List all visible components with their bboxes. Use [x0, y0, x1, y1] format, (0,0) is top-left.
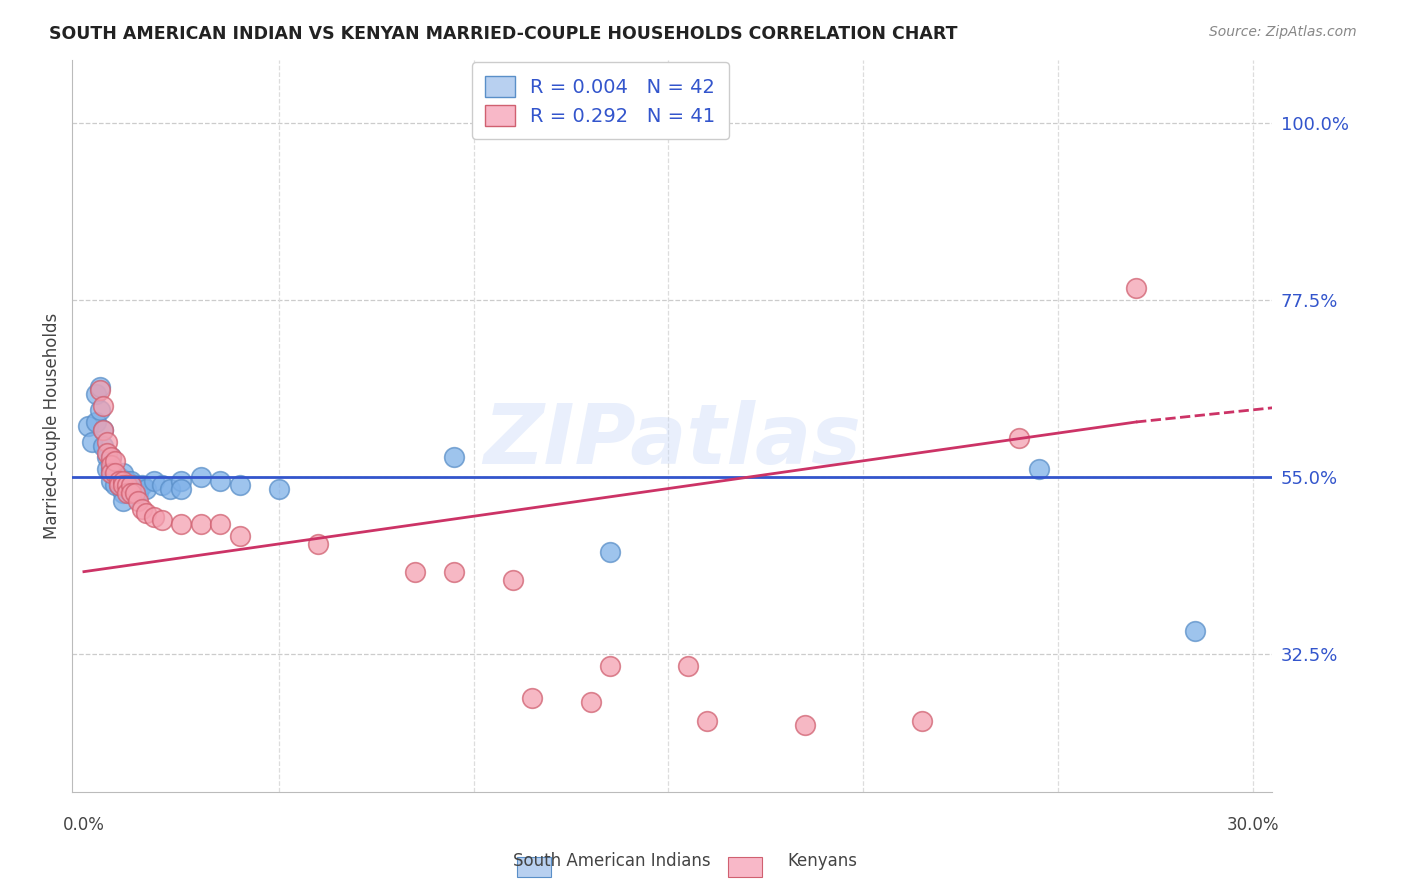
Point	[100, 450, 122, 465]
Point	[89, 379, 111, 393]
Point	[76, 418, 98, 433]
Point	[579, 695, 602, 709]
Point	[111, 493, 134, 508]
Point	[96, 434, 118, 449]
Point	[696, 714, 718, 729]
Point	[89, 384, 111, 398]
Point	[170, 474, 193, 488]
Point	[104, 478, 127, 492]
Point	[124, 478, 146, 492]
Point	[911, 714, 934, 729]
FancyBboxPatch shape	[728, 857, 762, 877]
Point	[1028, 462, 1050, 476]
Point	[93, 423, 115, 437]
Point	[307, 537, 329, 551]
Point	[100, 474, 122, 488]
Point	[100, 450, 122, 465]
Point	[100, 466, 122, 480]
Text: 30.0%: 30.0%	[1227, 816, 1279, 834]
Point	[111, 486, 134, 500]
Point	[676, 659, 699, 673]
Point	[520, 690, 543, 705]
Point	[127, 486, 149, 500]
Point	[100, 462, 122, 476]
Point	[104, 454, 127, 468]
Point	[104, 466, 127, 480]
Text: South American Indians: South American Indians	[513, 852, 710, 870]
Point	[89, 403, 111, 417]
Point	[190, 470, 212, 484]
Point	[93, 439, 115, 453]
Point	[108, 470, 131, 484]
Y-axis label: Married-couple Households: Married-couple Households	[44, 313, 60, 539]
Point	[100, 458, 122, 473]
FancyBboxPatch shape	[517, 857, 551, 877]
Point	[93, 423, 115, 437]
Point	[229, 478, 252, 492]
Point	[131, 501, 153, 516]
Point	[111, 474, 134, 488]
Point	[150, 513, 173, 527]
Point	[150, 478, 173, 492]
Point	[111, 466, 134, 480]
Text: 0.0%: 0.0%	[63, 816, 105, 834]
Point	[209, 517, 232, 532]
Point	[84, 387, 107, 401]
Point	[127, 493, 149, 508]
Point	[229, 529, 252, 543]
Text: Source: ZipAtlas.com: Source: ZipAtlas.com	[1209, 25, 1357, 39]
Point	[159, 482, 181, 496]
Point	[120, 478, 142, 492]
Point	[111, 478, 134, 492]
Point	[443, 565, 465, 579]
Point	[143, 474, 166, 488]
Point	[404, 565, 426, 579]
Point	[108, 478, 131, 492]
Point	[115, 478, 138, 492]
Point	[115, 474, 138, 488]
Point	[96, 450, 118, 465]
Point	[84, 415, 107, 429]
Point	[124, 486, 146, 500]
Text: ZIPatlas: ZIPatlas	[484, 401, 862, 481]
Point	[599, 545, 621, 559]
Point	[111, 478, 134, 492]
Point	[170, 517, 193, 532]
Point	[170, 482, 193, 496]
Point	[80, 434, 103, 449]
Point	[115, 486, 138, 500]
Point	[793, 718, 815, 732]
Point	[143, 509, 166, 524]
Text: Kenyans: Kenyans	[787, 852, 858, 870]
Point	[1184, 624, 1206, 638]
Point	[1008, 431, 1031, 445]
Point	[135, 506, 157, 520]
Point	[93, 399, 115, 413]
Point	[443, 450, 465, 465]
Point	[1125, 281, 1147, 295]
Point	[190, 517, 212, 532]
Point	[120, 486, 142, 500]
Point	[108, 474, 131, 488]
Text: SOUTH AMERICAN INDIAN VS KENYAN MARRIED-COUPLE HOUSEHOLDS CORRELATION CHART: SOUTH AMERICAN INDIAN VS KENYAN MARRIED-…	[49, 25, 957, 43]
Point	[108, 478, 131, 492]
Point	[135, 482, 157, 496]
Point	[104, 466, 127, 480]
Point	[502, 573, 524, 587]
Legend: R = 0.004   N = 42, R = 0.292   N = 41: R = 0.004 N = 42, R = 0.292 N = 41	[472, 62, 728, 139]
Point	[96, 446, 118, 460]
Point	[599, 659, 621, 673]
Point	[131, 478, 153, 492]
Point	[267, 482, 290, 496]
Point	[115, 482, 138, 496]
Point	[96, 462, 118, 476]
Point	[120, 474, 142, 488]
Point	[100, 466, 122, 480]
Point	[209, 474, 232, 488]
